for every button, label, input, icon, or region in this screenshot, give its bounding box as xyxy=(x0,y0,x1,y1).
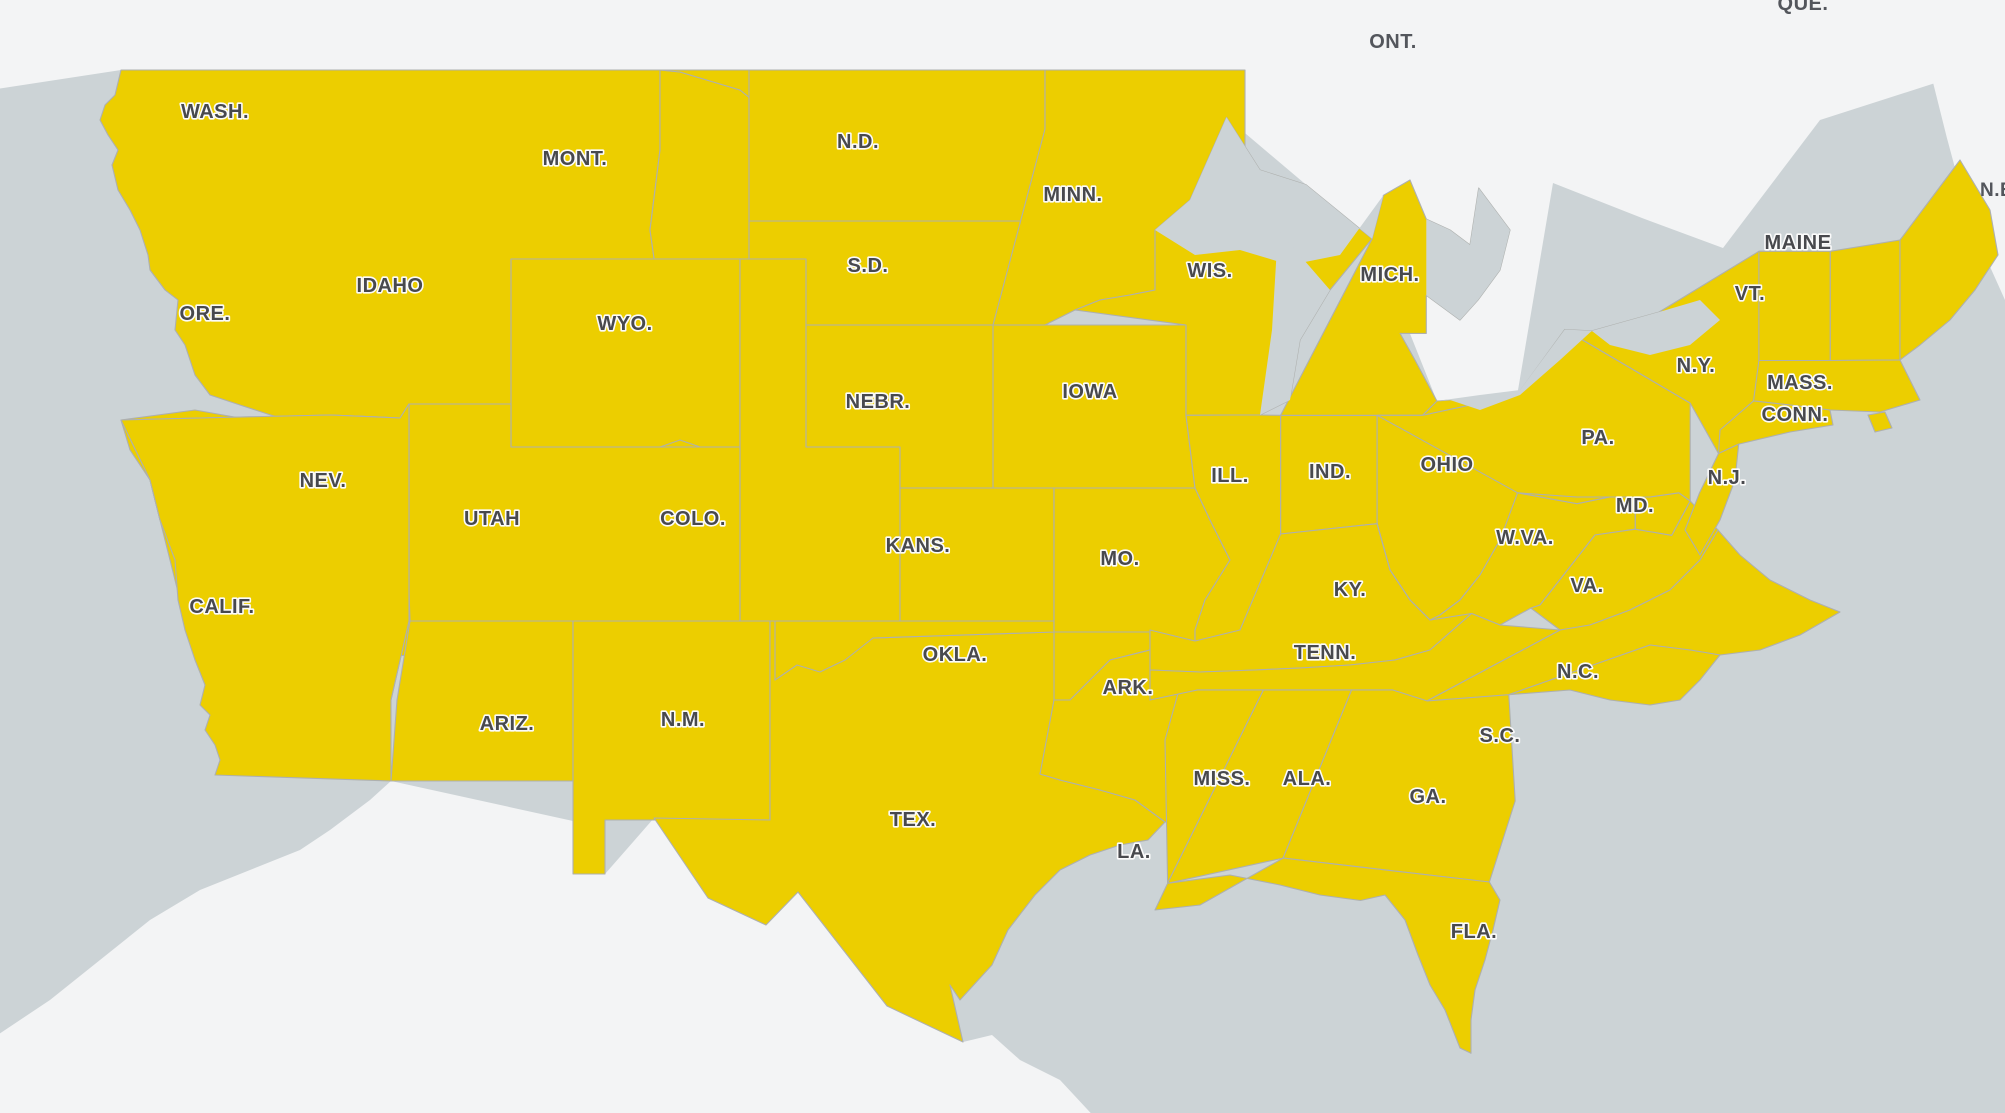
svg-text:N.Y.: N.Y. xyxy=(1677,355,1716,377)
svg-text:ALA.: ALA. xyxy=(1283,768,1332,790)
svg-text:OKLA.: OKLA. xyxy=(923,644,988,666)
svg-text:MAINE: MAINE xyxy=(1765,232,1832,254)
svg-text:S.D.: S.D. xyxy=(848,255,889,277)
svg-text:VA.: VA. xyxy=(1570,575,1603,597)
svg-text:LA.: LA. xyxy=(1117,841,1151,863)
svg-text:UTAH: UTAH xyxy=(464,508,520,530)
svg-text:QUE.: QUE. xyxy=(1778,0,1829,15)
svg-text:NEBR.: NEBR. xyxy=(846,391,911,413)
svg-text:ARIZ.: ARIZ. xyxy=(480,713,535,735)
svg-text:MISS.: MISS. xyxy=(1194,768,1251,790)
svg-text:N.C.: N.C. xyxy=(1557,661,1599,683)
svg-text:COLO.: COLO. xyxy=(660,508,726,530)
svg-text:IND.: IND. xyxy=(1309,461,1351,483)
svg-text:N.D.: N.D. xyxy=(837,131,879,153)
svg-text:WASH.: WASH. xyxy=(181,101,249,123)
svg-text:N.B.: N.B. xyxy=(1980,180,2005,201)
svg-text:KY.: KY. xyxy=(1334,579,1367,601)
svg-text:OHIO: OHIO xyxy=(1420,454,1473,476)
svg-text:MO.: MO. xyxy=(1100,548,1139,570)
svg-text:W.VA.: W.VA. xyxy=(1496,527,1554,549)
svg-text:MASS.: MASS. xyxy=(1767,372,1833,394)
svg-text:TEX.: TEX. xyxy=(890,809,936,831)
svg-text:VT.: VT. xyxy=(1735,283,1765,305)
svg-text:GA.: GA. xyxy=(1409,786,1446,808)
svg-text:TENN.: TENN. xyxy=(1294,642,1357,664)
svg-text:NEV.: NEV. xyxy=(300,470,347,492)
svg-text:CONN.: CONN. xyxy=(1762,404,1829,426)
svg-text:FLA.: FLA. xyxy=(1451,921,1497,943)
svg-text:PA.: PA. xyxy=(1581,427,1614,449)
svg-text:N.M.: N.M. xyxy=(661,709,705,731)
svg-text:N.J.: N.J. xyxy=(1708,467,1747,489)
svg-text:S.C.: S.C. xyxy=(1480,725,1521,747)
svg-text:KANS.: KANS. xyxy=(886,535,951,557)
svg-text:WYO.: WYO. xyxy=(597,313,652,335)
svg-text:ONT.: ONT. xyxy=(1369,31,1417,53)
svg-text:MINN.: MINN. xyxy=(1043,184,1102,206)
svg-text:WIS.: WIS. xyxy=(1187,260,1232,282)
svg-text:ARK.: ARK. xyxy=(1103,677,1154,699)
svg-text:CALIF.: CALIF. xyxy=(189,596,254,618)
svg-text:ILL.: ILL. xyxy=(1211,465,1249,487)
svg-text:IOWA: IOWA xyxy=(1062,381,1117,403)
svg-text:MONT.: MONT. xyxy=(543,148,608,170)
svg-text:MICH.: MICH. xyxy=(1360,264,1419,286)
svg-text:MD.: MD. xyxy=(1616,495,1654,517)
svg-text:IDAHO: IDAHO xyxy=(357,275,424,297)
svg-text:ORE.: ORE. xyxy=(180,303,231,325)
